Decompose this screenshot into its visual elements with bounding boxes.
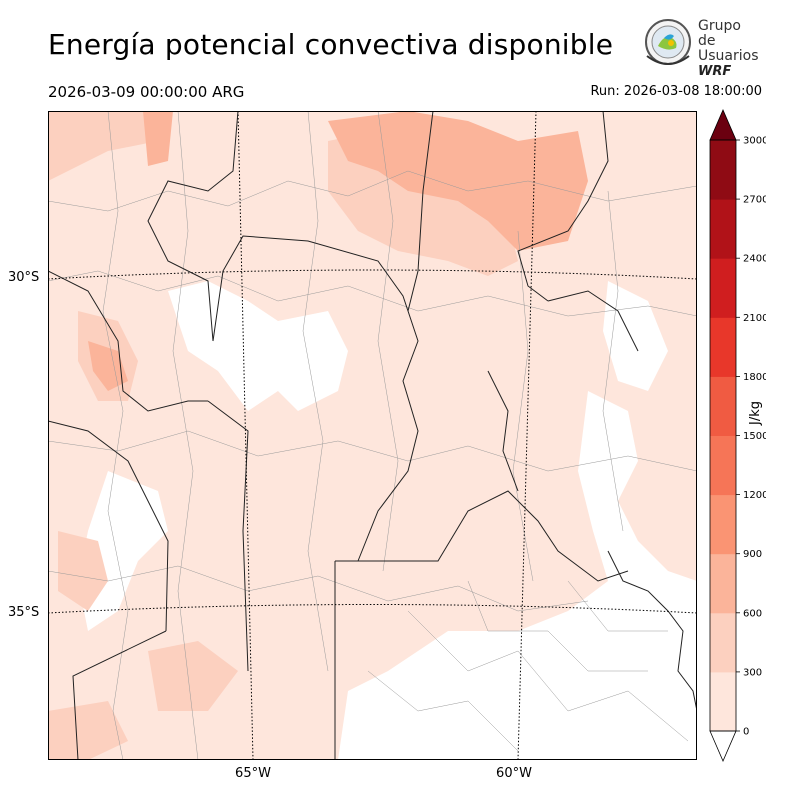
logo-emblem-icon	[645, 19, 691, 65]
colorbar-tick-label: 0	[743, 727, 749, 738]
logo: Grupo de Usuarios WRF	[640, 16, 760, 79]
lon-label-65w: 65°W	[235, 766, 271, 781]
page-title: Energía potencial convectiva disponible	[48, 28, 614, 61]
lat-label-35s: 35°S	[8, 605, 40, 620]
colorbar-band	[710, 435, 736, 496]
colorbar-tick-label: 300	[743, 667, 762, 678]
logo-line-1: Grupo de	[698, 18, 741, 49]
run-time: Run: 2026-03-08 18:00:00	[590, 84, 762, 99]
department-boundaries	[48, 111, 697, 760]
colorbar-over-extend	[709, 108, 737, 141]
colorbar-band	[710, 199, 736, 259]
lat-label-30s: 30°S	[8, 270, 40, 285]
coastline	[607, 550, 697, 712]
colorbar-tick-label: 3000	[743, 136, 766, 147]
colorbar-tick-label: 1800	[743, 372, 766, 383]
logo-line-2: Usuarios	[698, 48, 759, 64]
colorbar-tick-label: 900	[743, 549, 762, 560]
logo-line-3: WRF	[698, 64, 732, 79]
colorbar-tick-label: 1200	[743, 490, 766, 501]
colorbar-band	[710, 258, 736, 318]
province-boundaries	[48, 111, 639, 760]
colorbar-band	[710, 494, 736, 555]
colorbar-band	[710, 376, 736, 436]
colorbar-tick-label: 2400	[743, 254, 766, 265]
colorbar-tick-label: 600	[743, 608, 762, 619]
cape-600-900-areas	[88, 111, 588, 391]
colorbar-band	[710, 553, 736, 614]
colorbar-tick-label: 2700	[743, 195, 766, 206]
colorbar-unit: J/kg	[748, 401, 763, 425]
valid-time: 2026-03-09 00:00:00 ARG	[48, 83, 245, 101]
colorbar: 0 300 600 900 1200 1500 1800 2100 2400 2700 3000	[709, 108, 766, 763]
colorbar-band	[710, 671, 736, 732]
graticule	[48, 111, 697, 760]
colorbar-band	[710, 612, 736, 673]
lon-label-60w: 60°W	[496, 766, 532, 781]
cape-map	[48, 111, 697, 760]
colorbar-under-extend	[709, 730, 737, 763]
colorbar-tick-label: 2100	[743, 313, 766, 324]
colorbar-band	[710, 317, 736, 377]
colorbar-band	[710, 140, 736, 200]
colorbar-tick-label: 1500	[743, 431, 766, 442]
